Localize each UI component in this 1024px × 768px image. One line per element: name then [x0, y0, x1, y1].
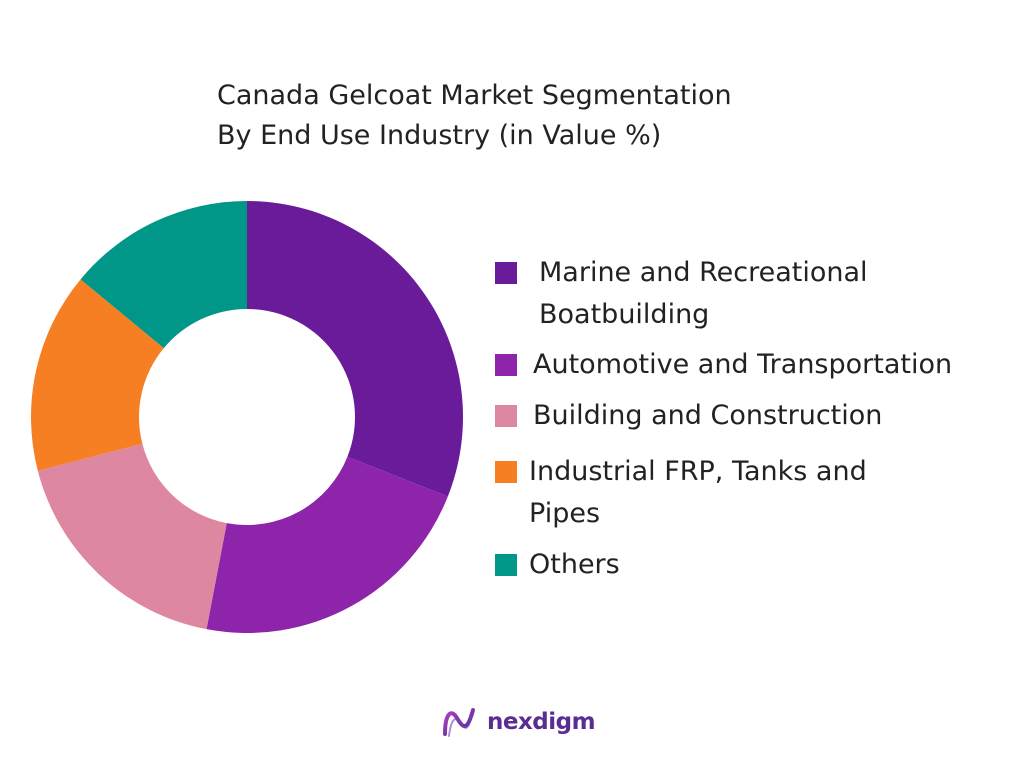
legend-label-marine: Marine and Recreational Boatbuilding — [539, 257, 868, 330]
legend-item-marine: Marine and Recreational Boatbuilding — [495, 252, 868, 336]
legend-label-industrial: Industrial FRP, Tanks and Pipes — [529, 456, 867, 529]
legend-item-industrial: Industrial FRP, Tanks and Pipes — [495, 451, 867, 535]
donut-slice-building — [37, 443, 227, 630]
legend-label-building: Building and Construction — [533, 400, 883, 431]
donut-slice-marine — [247, 201, 464, 497]
legend-swatch-marine — [495, 262, 517, 284]
nexdigm-mark-icon — [443, 708, 475, 737]
legend-item-others: Others — [495, 544, 620, 586]
legend-swatch-building — [495, 405, 517, 427]
donut-slice-others — [80, 201, 247, 349]
donut-slice-automotive — [206, 456, 448, 634]
legend-item-automotive: Automotive and Transportation — [495, 344, 952, 386]
legend-swatch-others — [495, 554, 517, 576]
legend-label-automotive: Automotive and Transportation — [533, 349, 953, 380]
nexdigm-logo: nexdigm — [441, 704, 596, 740]
legend-item-building: Building and Construction — [495, 395, 882, 437]
donut-slice-industrial — [30, 279, 164, 471]
chart-title-line-2: By End Use Industry (in Value %) — [217, 120, 662, 151]
chart-title-line-1: Canada Gelcoat Market Segmentation — [217, 80, 732, 111]
legend-swatch-industrial — [495, 461, 517, 483]
chart-title: Canada Gelcoat Market Segmentation By En… — [217, 76, 732, 156]
legend-label-others: Others — [529, 549, 620, 580]
legend-swatch-automotive — [495, 354, 517, 376]
brand-name: nexdigm — [487, 709, 596, 735]
